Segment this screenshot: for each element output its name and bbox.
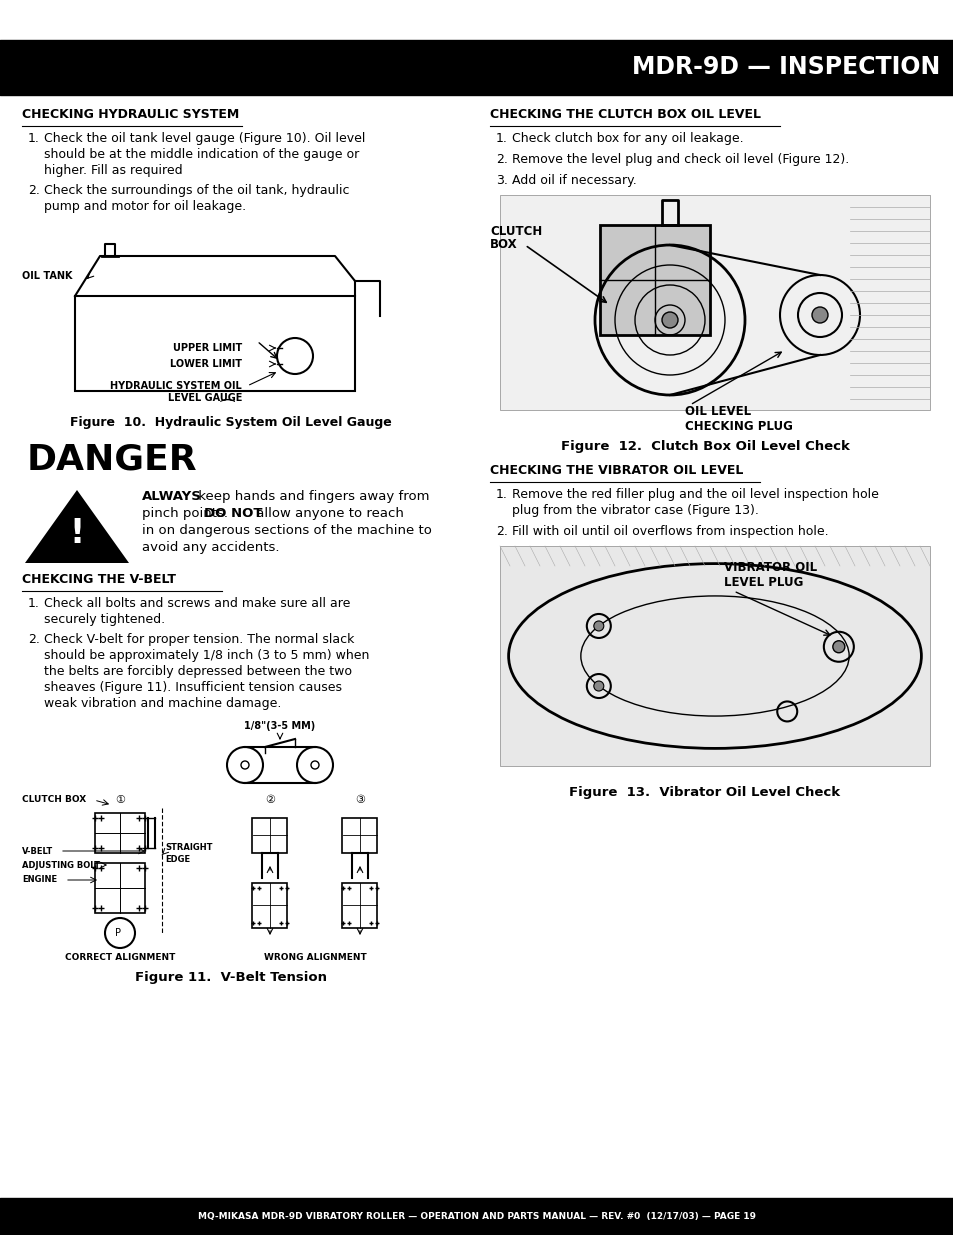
Text: plug from the vibrator case (Figure 13).: plug from the vibrator case (Figure 13). (512, 504, 758, 517)
Text: Figure 11.  V-Belt Tension: Figure 11. V-Belt Tension (135, 971, 327, 984)
Text: DANGER: DANGER (27, 443, 197, 477)
Text: ADJUSTING BOLT: ADJUSTING BOLT (22, 861, 100, 869)
Text: Figure  10.  Hydraulic System Oil Level Gauge: Figure 10. Hydraulic System Oil Level Ga… (71, 416, 392, 429)
Text: should be at the middle indication of the gauge or: should be at the middle indication of th… (44, 148, 359, 161)
Text: Check the oil tank level gauge (Figure 10). Oil level: Check the oil tank level gauge (Figure 1… (44, 132, 365, 144)
Text: P: P (115, 927, 121, 939)
Text: Remove the level plug and check oil level (Figure 12).: Remove the level plug and check oil leve… (512, 153, 848, 165)
Text: WRONG ALIGNMENT: WRONG ALIGNMENT (263, 953, 366, 962)
Text: pinch points.: pinch points. (142, 508, 232, 520)
Circle shape (593, 621, 603, 631)
Text: ②: ② (265, 795, 274, 805)
Text: 2.: 2. (496, 153, 507, 165)
FancyBboxPatch shape (95, 863, 145, 913)
Text: Remove the red filler plug and the oil level inspection hole: Remove the red filler plug and the oil l… (512, 488, 878, 501)
Text: Add oil if necessary.: Add oil if necessary. (512, 174, 636, 186)
FancyBboxPatch shape (75, 296, 355, 391)
Circle shape (811, 308, 827, 324)
Text: pump and motor for oil leakage.: pump and motor for oil leakage. (44, 200, 246, 212)
Polygon shape (25, 490, 129, 563)
Text: CHECKING THE VIBRATOR OIL LEVEL: CHECKING THE VIBRATOR OIL LEVEL (490, 464, 742, 477)
Text: 1.: 1. (28, 132, 40, 144)
Text: the belts are forcibly depressed between the two: the belts are forcibly depressed between… (44, 664, 352, 678)
Text: UPPER LIMIT: UPPER LIMIT (172, 343, 242, 353)
Text: 2.: 2. (28, 184, 40, 198)
Text: !: ! (70, 517, 85, 551)
Text: sheaves (Figure 11). Insufficient tension causes: sheaves (Figure 11). Insufficient tensio… (44, 680, 341, 694)
Text: Check all bolts and screws and make sure all are: Check all bolts and screws and make sure… (44, 597, 350, 610)
Text: ALWAYS: ALWAYS (142, 490, 202, 503)
Circle shape (832, 641, 844, 653)
Text: securely tightened.: securely tightened. (44, 613, 165, 626)
FancyBboxPatch shape (499, 546, 929, 766)
Text: Check clutch box for any oil leakage.: Check clutch box for any oil leakage. (512, 132, 742, 144)
Text: HYDRAULIC SYSTEM OIL: HYDRAULIC SYSTEM OIL (111, 382, 242, 391)
Text: CHECKING HYDRAULIC SYSTEM: CHECKING HYDRAULIC SYSTEM (22, 107, 239, 121)
Text: ENGINE: ENGINE (22, 876, 57, 884)
Text: allow anyone to reach: allow anyone to reach (252, 508, 403, 520)
Text: DO NOT: DO NOT (204, 508, 262, 520)
Circle shape (661, 312, 678, 329)
Text: ⁀: ⁀ (220, 403, 233, 420)
Text: 2.: 2. (496, 525, 507, 538)
FancyBboxPatch shape (342, 818, 377, 853)
Text: LOWER LIMIT: LOWER LIMIT (170, 359, 242, 369)
FancyBboxPatch shape (342, 883, 377, 927)
Text: 1.: 1. (28, 597, 40, 610)
Text: Figure  12.  Clutch Box Oil Level Check: Figure 12. Clutch Box Oil Level Check (560, 440, 848, 453)
FancyBboxPatch shape (599, 225, 709, 335)
Text: Check V-belt for proper tension. The normal slack: Check V-belt for proper tension. The nor… (44, 634, 354, 646)
Text: Figure  13.  Vibrator Oil Level Check: Figure 13. Vibrator Oil Level Check (569, 785, 840, 799)
Text: weak vibration and machine damage.: weak vibration and machine damage. (44, 697, 281, 710)
Text: higher. Fill as required: higher. Fill as required (44, 164, 182, 177)
Text: CLUTCH: CLUTCH (490, 225, 541, 238)
Text: STRAIGHT: STRAIGHT (165, 844, 213, 852)
Text: CHEKCING THE V-BELT: CHEKCING THE V-BELT (22, 573, 175, 585)
Text: EDGE: EDGE (165, 856, 190, 864)
Text: OIL LEVEL: OIL LEVEL (684, 405, 750, 417)
Text: in on dangerous sections of the machine to: in on dangerous sections of the machine … (142, 524, 432, 537)
Text: OIL TANK: OIL TANK (22, 270, 72, 282)
Text: BOX: BOX (490, 238, 517, 251)
Text: LEVEL GAUGE: LEVEL GAUGE (168, 393, 242, 403)
Text: CHECKING PLUG: CHECKING PLUG (684, 420, 792, 433)
Text: LEVEL PLUG: LEVEL PLUG (722, 576, 802, 589)
Text: keep hands and fingers away from: keep hands and fingers away from (193, 490, 429, 503)
Text: 1.: 1. (496, 132, 507, 144)
Text: ③: ③ (355, 795, 365, 805)
Text: 1/8"(3-5 MM): 1/8"(3-5 MM) (244, 721, 315, 731)
Text: CHECKING THE CLUTCH BOX OIL LEVEL: CHECKING THE CLUTCH BOX OIL LEVEL (490, 107, 760, 121)
FancyBboxPatch shape (253, 818, 287, 853)
Text: CLUTCH BOX: CLUTCH BOX (22, 795, 86, 804)
FancyBboxPatch shape (253, 883, 287, 927)
FancyBboxPatch shape (95, 813, 145, 853)
Text: 2.: 2. (28, 634, 40, 646)
Text: MQ-MIKASA MDR-9D VIBRATORY ROLLER — OPERATION AND PARTS MANUAL — REV. #0  (12/17: MQ-MIKASA MDR-9D VIBRATORY ROLLER — OPER… (198, 1212, 755, 1221)
Text: 3.: 3. (496, 174, 507, 186)
Text: 1.: 1. (496, 488, 507, 501)
Text: ①: ① (115, 795, 125, 805)
Circle shape (593, 680, 603, 692)
Text: MDR-9D — INSPECTION: MDR-9D — INSPECTION (631, 56, 939, 79)
Text: avoid any accidents.: avoid any accidents. (142, 541, 279, 555)
Text: CORRECT ALIGNMENT: CORRECT ALIGNMENT (65, 953, 175, 962)
FancyBboxPatch shape (499, 195, 929, 410)
Text: should be approximately 1/8 inch (3 to 5 mm) when: should be approximately 1/8 inch (3 to 5… (44, 650, 369, 662)
Text: V-BELT: V-BELT (22, 846, 53, 856)
Text: Check the surroundings of the oil tank, hydraulic: Check the surroundings of the oil tank, … (44, 184, 349, 198)
Text: VIBRATOR OIL: VIBRATOR OIL (722, 561, 816, 574)
Text: Fill with oil until oil overflows from inspection hole.: Fill with oil until oil overflows from i… (512, 525, 828, 538)
